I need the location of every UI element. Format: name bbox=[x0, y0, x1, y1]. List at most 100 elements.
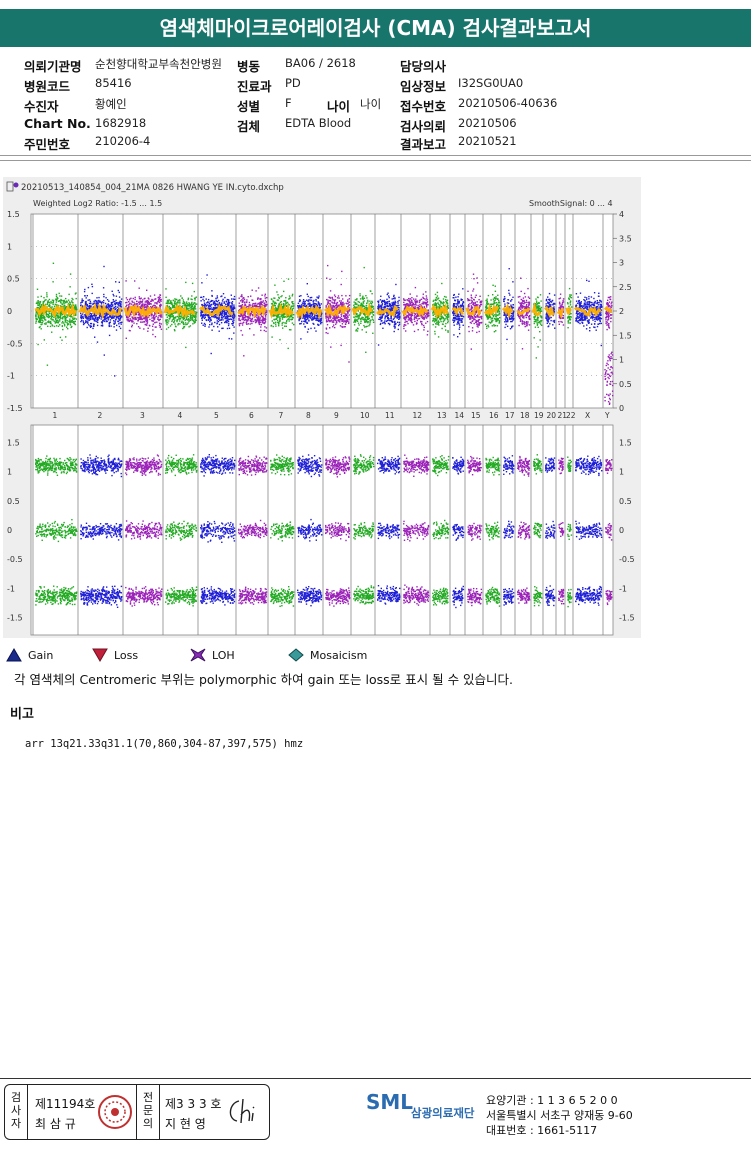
gain-triangle-icon bbox=[6, 648, 22, 662]
value-hospital-code: 85416 bbox=[95, 76, 132, 90]
inspector-name: 최 삼 규 bbox=[35, 1117, 76, 1131]
label-specimen: 검체 bbox=[237, 119, 261, 134]
inspector-label: 검사자 bbox=[10, 1091, 22, 1130]
top-panel-right-label: SmoothSignal: 0 ... 4 bbox=[529, 199, 613, 208]
value-age: 나이 bbox=[360, 97, 382, 111]
bottom-left-tick: 1 bbox=[7, 468, 12, 477]
chromosome-label: 20 bbox=[547, 411, 557, 420]
chromosome-label: 12 bbox=[413, 411, 423, 420]
chromosome-label: 16 bbox=[489, 411, 499, 420]
value-request-date: 20210506 bbox=[458, 116, 517, 130]
centromere-note: 각 염색체의 Centromeric 부위는 polymorphic 하여 ga… bbox=[14, 672, 514, 687]
label-ward: 병동 bbox=[237, 59, 261, 74]
divider bbox=[0, 160, 751, 161]
address-line: 서울특별시 서초구 양재동 9-60 bbox=[486, 1109, 633, 1122]
value-receipt-no: 20210506-40636 bbox=[458, 96, 558, 110]
value-specimen: EDTA Blood bbox=[285, 116, 352, 130]
label-clinical-info: 임상정보 bbox=[400, 79, 447, 94]
signature-box: 검사자 제11194호 최 삼 규 전문의 제3 3 3 호 지 현 영 bbox=[4, 1084, 270, 1140]
chromosome-label: 7 bbox=[279, 411, 284, 420]
divider bbox=[0, 155, 751, 156]
chromosome-label: 13 bbox=[437, 411, 447, 420]
remark-title: 비고 bbox=[10, 707, 34, 722]
value-chart-no: 1682918 bbox=[95, 116, 147, 130]
top-right-tick: 2 bbox=[619, 307, 624, 316]
handwritten-signature-icon bbox=[229, 1098, 255, 1124]
log2-ratio-scatter bbox=[34, 262, 614, 405]
cma-plot: 20210513_140854_004_21MA 0826 HWANG YE I… bbox=[3, 177, 641, 638]
bottom-right-tick: 1.5 bbox=[619, 439, 632, 448]
care-institution-no: 요양기관 : 1 1 3 6 5 2 0 0 bbox=[486, 1094, 618, 1107]
chromosome-label: 8 bbox=[306, 411, 311, 420]
cma-plot-canvas: 20210513_140854_004_21MA 0826 HWANG YE I… bbox=[6, 181, 635, 636]
bottom-right-tick: 0 bbox=[619, 526, 624, 535]
specialist-license-no: 제3 3 3 호 bbox=[165, 1097, 222, 1111]
label-request-date: 검사의뢰 bbox=[400, 119, 447, 134]
chromosome-label: 15 bbox=[471, 411, 481, 420]
chromosome-label: 14 bbox=[455, 411, 465, 420]
specialist-label: 전문의 bbox=[142, 1091, 154, 1130]
bottom-right-tick: -1.5 bbox=[619, 614, 635, 623]
top-left-tick: 0 bbox=[7, 307, 12, 316]
top-right-tick: 1 bbox=[619, 356, 624, 365]
bottom-left-tick: -1.5 bbox=[7, 614, 23, 623]
top-right-tick: 0.5 bbox=[619, 380, 632, 389]
loh-icon bbox=[190, 648, 206, 662]
top-right-tick: 2.5 bbox=[619, 283, 632, 292]
top-left-tick: -0.5 bbox=[7, 339, 23, 348]
org-address: 요양기관 : 1 1 3 6 5 2 0 0 서울특별시 서초구 양재동 9-6… bbox=[486, 1093, 633, 1138]
value-sex: F bbox=[285, 96, 292, 110]
label-chart-no: Chart No. bbox=[24, 116, 91, 131]
top-right-tick: 3.5 bbox=[619, 234, 632, 243]
patient-info: 의뢰기관명 순천향대학교부속천안병원 병동 BA06 / 2618 담당의사 병… bbox=[0, 53, 751, 153]
bottom-right-tick: -0.5 bbox=[619, 555, 635, 564]
remark-text: arr 13q21.33q31.1(70,860,304-87,397,575)… bbox=[25, 738, 304, 750]
top-right-tick: 0 bbox=[619, 404, 624, 413]
chromosome-label: 10 bbox=[360, 411, 370, 420]
legend-mosaicism: Mosaicism bbox=[288, 648, 367, 662]
chromosome-label: 6 bbox=[249, 411, 254, 420]
bottom-left-tick: -1 bbox=[7, 584, 15, 593]
chromosome-label: 18 bbox=[520, 411, 530, 420]
footer-divider bbox=[0, 1078, 751, 1079]
chromosome-label: 5 bbox=[214, 411, 219, 420]
label-department: 진료과 bbox=[237, 79, 272, 94]
value-ward: BA06 / 2618 bbox=[285, 56, 356, 70]
bottom-left-tick: 0.5 bbox=[7, 497, 20, 506]
chromosome-label: 19 bbox=[534, 411, 544, 420]
top-left-tick: -1 bbox=[7, 372, 15, 381]
top-left-tick: 1.5 bbox=[7, 210, 20, 219]
top-left-tick: -1.5 bbox=[7, 404, 23, 413]
value-institution: 순천향대학교부속천안병원 bbox=[95, 57, 222, 71]
specialist-name: 지 현 영 bbox=[165, 1117, 206, 1131]
label-hospital-code: 병원코드 bbox=[24, 79, 71, 94]
top-left-tick: 0.5 bbox=[7, 275, 20, 284]
label-report-date: 결과보고 bbox=[400, 137, 447, 152]
top-right-tick: 1.5 bbox=[619, 331, 632, 340]
plot-filename: 20210513_140854_004_21MA 0826 HWANG YE I… bbox=[21, 183, 284, 193]
value-report-date: 20210521 bbox=[458, 134, 517, 148]
chromosome-label: 9 bbox=[334, 411, 339, 420]
value-patient: 황예인 bbox=[95, 97, 127, 111]
file-icon bbox=[6, 181, 14, 192]
label-sex: 성별 bbox=[237, 99, 261, 114]
report-title: 염색체마이크로어레이검사 (CMA) 검사결과보고서 bbox=[0, 9, 751, 47]
legend-gain: Gain bbox=[6, 648, 53, 662]
chromosome-label: 22 bbox=[566, 411, 576, 420]
chromosome-label: X bbox=[585, 411, 590, 420]
label-institution: 의뢰기관명 bbox=[24, 59, 82, 74]
label-doctor: 담당의사 bbox=[400, 59, 447, 74]
allele-peaks-scatter bbox=[35, 454, 613, 609]
seal-stamp-icon bbox=[98, 1095, 132, 1129]
inspector-license-no: 제11194호 bbox=[35, 1097, 96, 1111]
bottom-left-tick: 1.5 bbox=[7, 439, 20, 448]
chromosome-label: 4 bbox=[178, 411, 183, 420]
label-age: 나이 bbox=[327, 99, 351, 114]
chromosome-label: 21 bbox=[558, 411, 568, 420]
value-department: PD bbox=[285, 76, 301, 90]
legend-loss: Loss bbox=[92, 648, 138, 662]
chromosome-label: 17 bbox=[505, 411, 515, 420]
phone-line: 대표번호 : 1661-5117 bbox=[486, 1124, 598, 1137]
mosaicism-diamond-icon bbox=[288, 648, 304, 662]
label-resident-no: 주민번호 bbox=[24, 137, 71, 152]
